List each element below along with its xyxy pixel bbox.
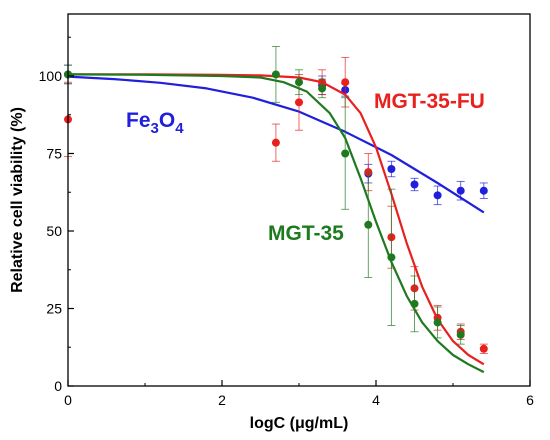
data-point: [295, 98, 303, 107]
y-tick-label: 50: [46, 223, 62, 239]
x-tick-label: 0: [64, 392, 72, 408]
data-point: [479, 344, 488, 353]
data-point: [479, 186, 488, 195]
y-tick-label: 25: [46, 301, 62, 317]
data-point: [433, 318, 442, 327]
data-point: [456, 330, 465, 339]
data-point: [410, 299, 419, 308]
data-point: [271, 70, 280, 79]
data-point: [410, 180, 419, 189]
data-point: [295, 78, 303, 87]
data-point: [341, 78, 350, 87]
x-tick-label: 4: [372, 392, 380, 408]
x-tick-label: 6: [526, 392, 534, 408]
x-axis-title: logC (μg/mL): [250, 415, 349, 432]
fit-curve: [68, 73, 485, 366]
data-point: [271, 138, 280, 147]
y-tick-label: 0: [54, 378, 62, 394]
data-point: [364, 220, 373, 229]
series-labels: Fe3O4 MGT-35-FU MGT-35: [126, 90, 485, 245]
data-point: [433, 191, 442, 200]
data-point: [387, 165, 396, 173]
label-mgt-35: MGT-35: [268, 222, 344, 245]
y-tick-label: 75: [46, 146, 62, 162]
axis-ticks: 0 2 4 6 0 25 50 75 100: [39, 36, 534, 408]
y-axis-title: Relative cell viability (%): [9, 107, 26, 293]
data-point: [456, 186, 465, 195]
data-point: [318, 84, 327, 93]
plot-marks: [64, 46, 488, 374]
data-point: [341, 149, 350, 158]
fit-curve: [67, 73, 485, 374]
x-tick-label: 2: [218, 392, 226, 408]
label-mgt-35-fu: MGT-35-FU: [374, 90, 485, 113]
series-mgt-35-fu: [64, 56, 488, 366]
data-point: [387, 253, 396, 262]
label-fe3o4: Fe3O4: [126, 109, 184, 137]
y-tick-label: 100: [39, 68, 63, 84]
series-mgt-35: [64, 46, 485, 374]
fit-curve: [67, 75, 485, 214]
